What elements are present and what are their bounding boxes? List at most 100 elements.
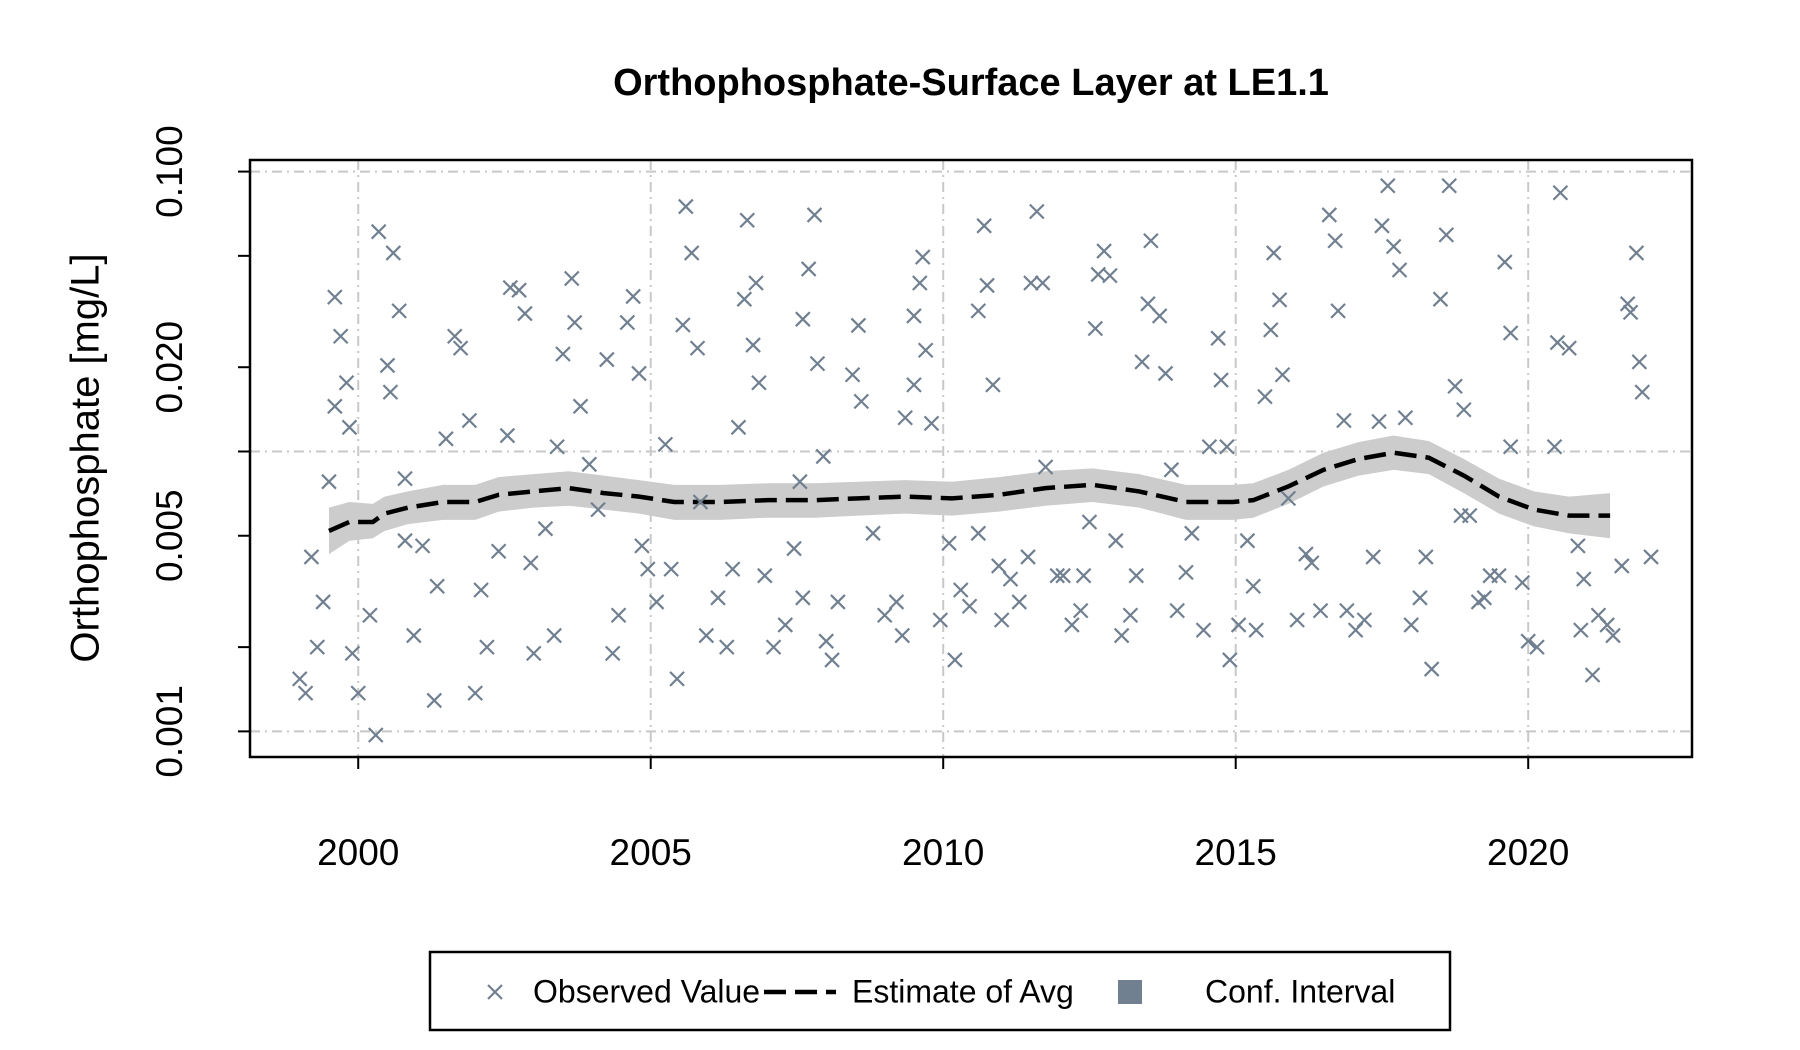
data-point	[1391, 262, 1408, 278]
data-point	[619, 314, 636, 331]
data-point	[1529, 639, 1545, 655]
data-point	[590, 501, 606, 518]
data-point	[1075, 567, 1092, 584]
data-point	[1356, 612, 1373, 628]
data-point	[1245, 578, 1262, 595]
data-point	[1643, 549, 1659, 565]
data-point	[663, 561, 679, 577]
data-point	[777, 617, 794, 633]
data-point	[912, 275, 928, 291]
data-point	[625, 288, 641, 305]
data-point	[1239, 532, 1256, 549]
data-point	[1257, 388, 1273, 405]
data-point	[1631, 354, 1648, 370]
legend-label: Observed Value	[533, 973, 760, 1009]
data-point	[327, 398, 343, 415]
data-point	[1303, 555, 1320, 571]
data-point	[906, 377, 922, 393]
data-point	[315, 594, 331, 610]
data-point	[1441, 177, 1458, 194]
data-point	[1576, 571, 1592, 587]
data-point	[1102, 267, 1118, 284]
data-point	[479, 639, 495, 655]
data-point	[961, 598, 978, 615]
y-axis-label: Orthophosphate [mg/L]	[64, 253, 108, 662]
data-point	[502, 279, 519, 296]
data-point	[406, 627, 422, 644]
legend-marker	[487, 984, 503, 1000]
data-point	[1230, 617, 1247, 633]
data-point	[397, 470, 413, 487]
data-point	[467, 685, 483, 701]
data-point	[1280, 490, 1297, 507]
data-point	[1169, 602, 1185, 619]
data-point	[923, 415, 940, 432]
data-point	[1289, 612, 1305, 628]
data-point	[350, 685, 367, 701]
data-point	[634, 538, 650, 554]
data-point	[429, 578, 445, 595]
data-point	[710, 590, 726, 606]
data-point	[321, 473, 337, 490]
data-point	[850, 317, 867, 334]
data-point	[692, 494, 709, 510]
confidence-band	[328, 435, 1611, 555]
data-point	[1029, 203, 1045, 220]
legend-swatch	[1118, 980, 1142, 1004]
data-point	[736, 291, 753, 307]
data-point	[1195, 622, 1212, 638]
x-tick-label: 2020	[1487, 832, 1569, 873]
data-point	[1403, 617, 1419, 633]
data-point	[669, 671, 685, 687]
data-point	[991, 558, 1007, 574]
data-point	[1619, 296, 1636, 312]
data-point	[1614, 558, 1630, 574]
data-point	[947, 652, 963, 668]
data-point	[1321, 207, 1338, 223]
data-point	[1081, 514, 1098, 530]
data-point	[800, 261, 817, 277]
data-point	[1143, 232, 1159, 249]
data-point	[1219, 438, 1235, 455]
data-point	[792, 473, 808, 490]
data-point	[757, 567, 773, 584]
data-point	[610, 607, 627, 624]
data-point	[1184, 525, 1200, 542]
data-point	[970, 525, 987, 542]
y-tick-label: 0.020	[149, 321, 190, 414]
data-point	[853, 393, 870, 410]
data-point	[1002, 571, 1019, 587]
data-point	[657, 436, 674, 453]
legend: Observed Value Estimate of Avg Conf. Inter…	[428, 950, 1452, 1032]
data-point	[1049, 567, 1066, 584]
data-point	[1274, 366, 1291, 383]
data-point	[1385, 238, 1402, 255]
data-point	[718, 639, 735, 655]
plot-frame	[248, 158, 1694, 759]
data-point	[698, 627, 715, 644]
data-point	[739, 212, 756, 229]
data-point	[1423, 661, 1440, 677]
data-point	[914, 249, 931, 265]
data-point	[367, 727, 384, 743]
data-point	[1520, 633, 1536, 649]
data-point	[1605, 627, 1621, 644]
legend-box	[428, 950, 1452, 1032]
data-point	[689, 340, 706, 356]
data-point	[1330, 303, 1346, 319]
data-point	[1312, 602, 1329, 619]
data-point	[985, 377, 1001, 393]
data-point	[795, 311, 811, 327]
data-point	[865, 525, 881, 542]
y-tick-label: 0.005	[149, 489, 190, 582]
data-point	[581, 456, 598, 473]
data-point	[1476, 590, 1493, 606]
data-point	[906, 308, 922, 324]
data-point	[815, 448, 832, 465]
data-point	[452, 340, 469, 356]
data-point	[1210, 330, 1226, 346]
data-point	[806, 207, 823, 223]
data-point	[1412, 590, 1428, 606]
